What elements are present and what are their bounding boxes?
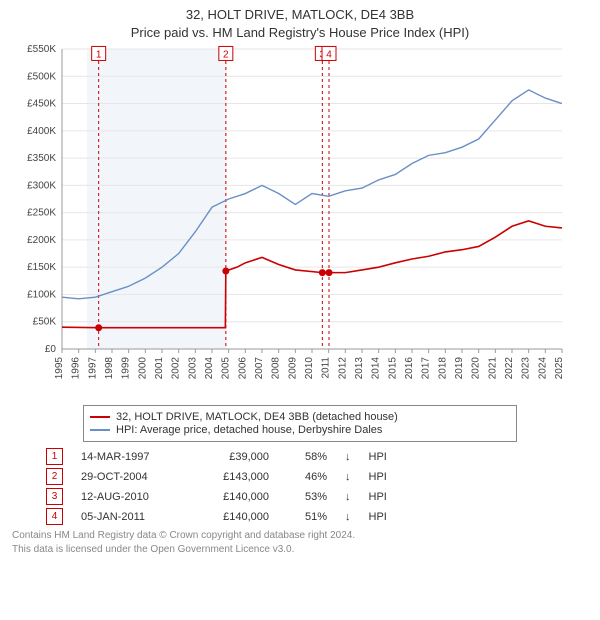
- event-price: £39,000: [199, 451, 269, 463]
- svg-text:2000: 2000: [137, 357, 148, 380]
- event-price: £140,000: [199, 511, 269, 523]
- svg-text:£0: £0: [45, 344, 57, 355]
- svg-text:£350K: £350K: [27, 153, 56, 164]
- legend-item: 32, HOLT DRIVE, MATLOCK, DE4 3BB (detach…: [90, 411, 510, 423]
- footer-line-2: This data is licensed under the Open Gov…: [12, 543, 588, 557]
- event-price: £143,000: [199, 471, 269, 483]
- arrow-down-icon: ↓: [345, 451, 351, 463]
- event-number: 2: [46, 468, 63, 485]
- sale-events-table: 1 14-MAR-1997 £39,000 58% ↓ HPI 2 29-OCT-2004 £1…: [46, 448, 588, 525]
- legend: 32, HOLT DRIVE, MATLOCK, DE4 3BB (detach…: [83, 405, 517, 442]
- arrow-down-icon: ↓: [345, 471, 351, 483]
- svg-text:2020: 2020: [471, 357, 482, 380]
- event-row: 3 12-AUG-2010 £140,000 53% ↓ HPI: [46, 488, 588, 505]
- legend-item: HPI: Average price, detached house, Derb…: [90, 424, 510, 436]
- svg-text:2003: 2003: [187, 357, 198, 380]
- svg-text:2001: 2001: [154, 357, 165, 380]
- svg-text:2007: 2007: [254, 357, 265, 380]
- event-ref: HPI: [369, 471, 387, 483]
- legend-swatch: [90, 416, 110, 418]
- event-ref: HPI: [369, 491, 387, 503]
- event-ref: HPI: [369, 511, 387, 523]
- svg-text:2013: 2013: [354, 357, 365, 380]
- svg-text:2005: 2005: [221, 357, 232, 380]
- svg-text:1: 1: [96, 50, 102, 61]
- svg-text:£550K: £550K: [27, 44, 56, 55]
- event-number: 3: [46, 488, 63, 505]
- arrow-down-icon: ↓: [345, 491, 351, 503]
- event-date: 29-OCT-2004: [81, 471, 181, 483]
- event-row: 2 29-OCT-2004 £143,000 46% ↓ HPI: [46, 468, 588, 485]
- svg-text:2009: 2009: [287, 357, 298, 380]
- event-pct: 51%: [287, 511, 327, 523]
- svg-text:2014: 2014: [371, 357, 382, 380]
- svg-text:1999: 1999: [121, 357, 132, 380]
- svg-text:1998: 1998: [104, 357, 115, 380]
- line-chart: £0 £50K £100K £150K £200K £250K £300K £350K £400…: [12, 41, 572, 401]
- title-line-2: Price paid vs. HM Land Registry's House …: [12, 24, 588, 42]
- event-price: £140,000: [199, 491, 269, 503]
- svg-text:£150K: £150K: [27, 262, 56, 273]
- footer: Contains HM Land Registry data © Crown c…: [12, 529, 588, 556]
- chart-title: 32, HOLT DRIVE, MATLOCK, DE4 3BB Price p…: [12, 6, 588, 41]
- svg-text:2: 2: [223, 50, 229, 61]
- event-row: 1 14-MAR-1997 £39,000 58% ↓ HPI: [46, 448, 588, 465]
- legend-label: HPI: Average price, detached house, Derb…: [116, 424, 382, 436]
- footer-line-1: Contains HM Land Registry data © Crown c…: [12, 529, 588, 543]
- svg-text:4: 4: [326, 50, 332, 61]
- svg-text:2012: 2012: [337, 357, 348, 380]
- svg-text:2018: 2018: [437, 357, 448, 380]
- svg-text:2024: 2024: [537, 357, 548, 380]
- svg-text:2025: 2025: [554, 357, 565, 380]
- event-ref: HPI: [369, 451, 387, 463]
- event-pct: 53%: [287, 491, 327, 503]
- svg-text:£300K: £300K: [27, 180, 56, 191]
- arrow-down-icon: ↓: [345, 511, 351, 523]
- page: 32, HOLT DRIVE, MATLOCK, DE4 3BB Price p…: [0, 0, 600, 620]
- svg-text:2006: 2006: [237, 357, 248, 380]
- svg-text:2017: 2017: [421, 357, 432, 380]
- svg-text:2015: 2015: [387, 357, 398, 380]
- event-date: 14-MAR-1997: [81, 451, 181, 463]
- svg-text:2021: 2021: [487, 357, 498, 380]
- event-pct: 46%: [287, 471, 327, 483]
- event-pct: 58%: [287, 451, 327, 463]
- legend-swatch: [90, 429, 110, 431]
- event-number: 4: [46, 508, 63, 525]
- svg-text:£50K: £50K: [33, 317, 57, 328]
- svg-text:£250K: £250K: [27, 208, 56, 219]
- event-date: 12-AUG-2010: [81, 491, 181, 503]
- event-date: 05-JAN-2011: [81, 511, 181, 523]
- svg-text:£500K: £500K: [27, 71, 56, 82]
- svg-text:2016: 2016: [404, 357, 415, 380]
- title-line-1: 32, HOLT DRIVE, MATLOCK, DE4 3BB: [12, 6, 588, 24]
- event-number: 1: [46, 448, 63, 465]
- event-row: 4 05-JAN-2011 £140,000 51% ↓ HPI: [46, 508, 588, 525]
- svg-text:£400K: £400K: [27, 126, 56, 137]
- svg-text:£100K: £100K: [27, 290, 56, 301]
- legend-label: 32, HOLT DRIVE, MATLOCK, DE4 3BB (detach…: [116, 411, 398, 423]
- svg-text:1997: 1997: [87, 357, 98, 380]
- svg-text:1995: 1995: [54, 357, 65, 380]
- svg-text:2022: 2022: [504, 357, 515, 380]
- svg-text:£450K: £450K: [27, 99, 56, 110]
- svg-text:1996: 1996: [71, 357, 82, 380]
- svg-text:£200K: £200K: [27, 235, 56, 246]
- svg-text:2019: 2019: [454, 357, 465, 380]
- svg-text:2008: 2008: [271, 357, 282, 380]
- chart-container: £0 £50K £100K £150K £200K £250K £300K £350K £400…: [12, 41, 588, 401]
- svg-text:2023: 2023: [521, 357, 532, 380]
- svg-text:2010: 2010: [304, 357, 315, 380]
- svg-text:2002: 2002: [171, 357, 182, 380]
- svg-text:2004: 2004: [204, 357, 215, 380]
- svg-text:2011: 2011: [321, 357, 332, 379]
